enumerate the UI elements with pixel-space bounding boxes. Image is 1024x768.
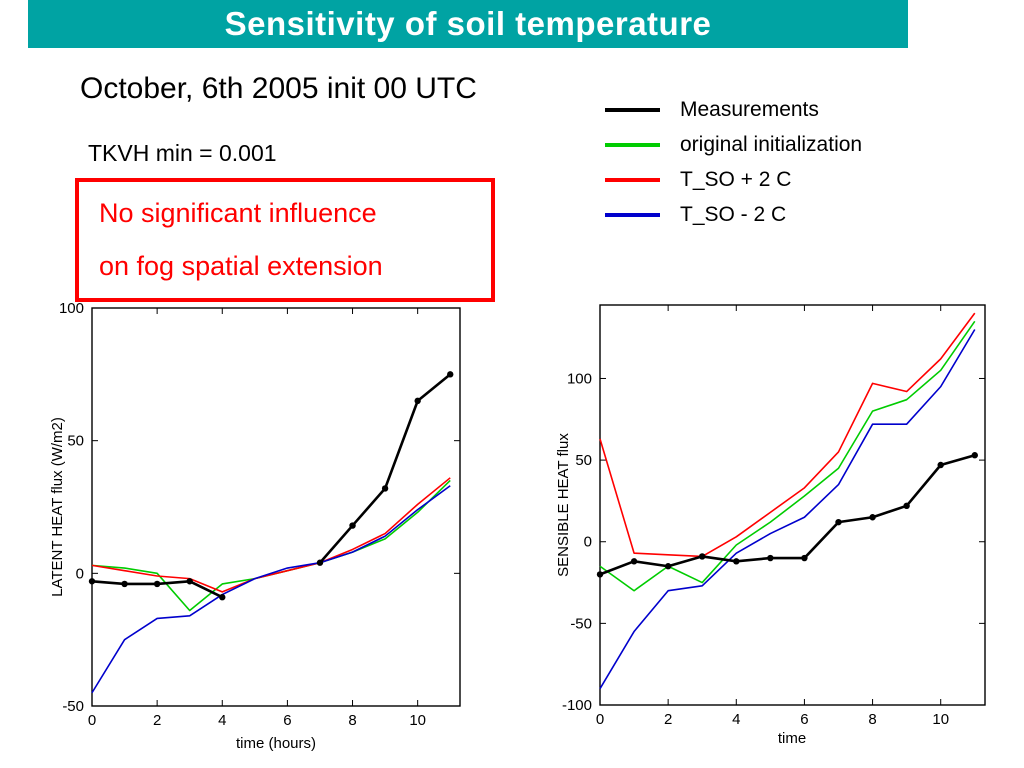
sensible-heat-flux-plot: time SENSIBLE HEAT flux 0 2 4 6 8 10 -100 -50 0 5…: [555, 304, 986, 747]
svg-text:4: 4: [218, 712, 226, 729]
latent-heat-flux-chart: time (hours) LATENT HEAT flux (W/m2) 0 2 4…: [50, 296, 470, 756]
svg-text:-50: -50: [570, 615, 592, 632]
x-axis-label: time: [778, 730, 806, 747]
svg-text:8: 8: [868, 711, 876, 728]
svg-text:8: 8: [348, 712, 356, 729]
legend-label: original initialization: [680, 133, 863, 156]
legend-item-measurements: Measurements: [605, 98, 862, 122]
svg-text:100: 100: [567, 370, 592, 387]
svg-text:6: 6: [283, 712, 291, 729]
svg-text:6: 6: [800, 711, 808, 728]
subtitle: October, 6th 2005 init 00 UTC: [80, 72, 477, 105]
svg-text:0: 0: [584, 534, 592, 551]
note-line-2: on fog spatial extension: [99, 251, 383, 281]
legend-item-tso-minus-2c: T_SO - 2 C: [605, 203, 862, 227]
legend-item-original-initialization: original initialization: [605, 133, 862, 157]
param-text: TKVH min = 0.001: [88, 140, 277, 166]
svg-text:50: 50: [67, 433, 84, 450]
legend-label: Measurements: [680, 98, 819, 121]
y-axis-label: SENSIBLE HEAT flux: [555, 433, 572, 577]
legend-label: T_SO - 2 C: [680, 203, 787, 226]
svg-text:4: 4: [732, 711, 740, 728]
legend-swatch-original-initialization: [605, 143, 660, 147]
svg-text:0: 0: [88, 712, 96, 729]
sensible-heat-flux-chart: time SENSIBLE HEAT flux 0 2 4 6 8 10 -100 -50 0 5…: [555, 295, 995, 755]
note-line-1: No significant influence: [99, 198, 377, 228]
svg-text:10: 10: [932, 711, 949, 728]
legend-label: T_SO + 2 C: [680, 168, 792, 191]
svg-text:10: 10: [409, 712, 426, 729]
legend-item-tso-plus-2c: T_SO + 2 C: [605, 168, 862, 192]
latent-heat-flux-plot: time (hours) LATENT HEAT flux (W/m2) 0 2 4…: [50, 300, 461, 752]
y-axis-label: LATENT HEAT flux (W/m2): [50, 417, 66, 597]
legend-swatch-tso-minus-2c: [605, 213, 660, 217]
svg-text:100: 100: [59, 300, 84, 317]
legend-swatch-measurements: [605, 108, 660, 112]
legend-swatch-tso-plus-2c: [605, 178, 660, 182]
svg-text:-100: -100: [562, 697, 592, 714]
slide-title: Sensitivity of soil temperature: [224, 5, 712, 42]
svg-text:2: 2: [153, 712, 161, 729]
svg-text:0: 0: [76, 565, 84, 582]
svg-text:-50: -50: [62, 698, 84, 715]
header-bar: Sensitivity of soil temperature: [28, 0, 908, 48]
svg-text:50: 50: [575, 452, 592, 469]
svg-text:2: 2: [664, 711, 672, 728]
svg-text:0: 0: [596, 711, 604, 728]
x-axis-label: time (hours): [236, 735, 316, 752]
legend: Measurements original initialization T_S…: [605, 98, 862, 227]
note-box: No significant influence on fog spatial …: [75, 178, 495, 302]
